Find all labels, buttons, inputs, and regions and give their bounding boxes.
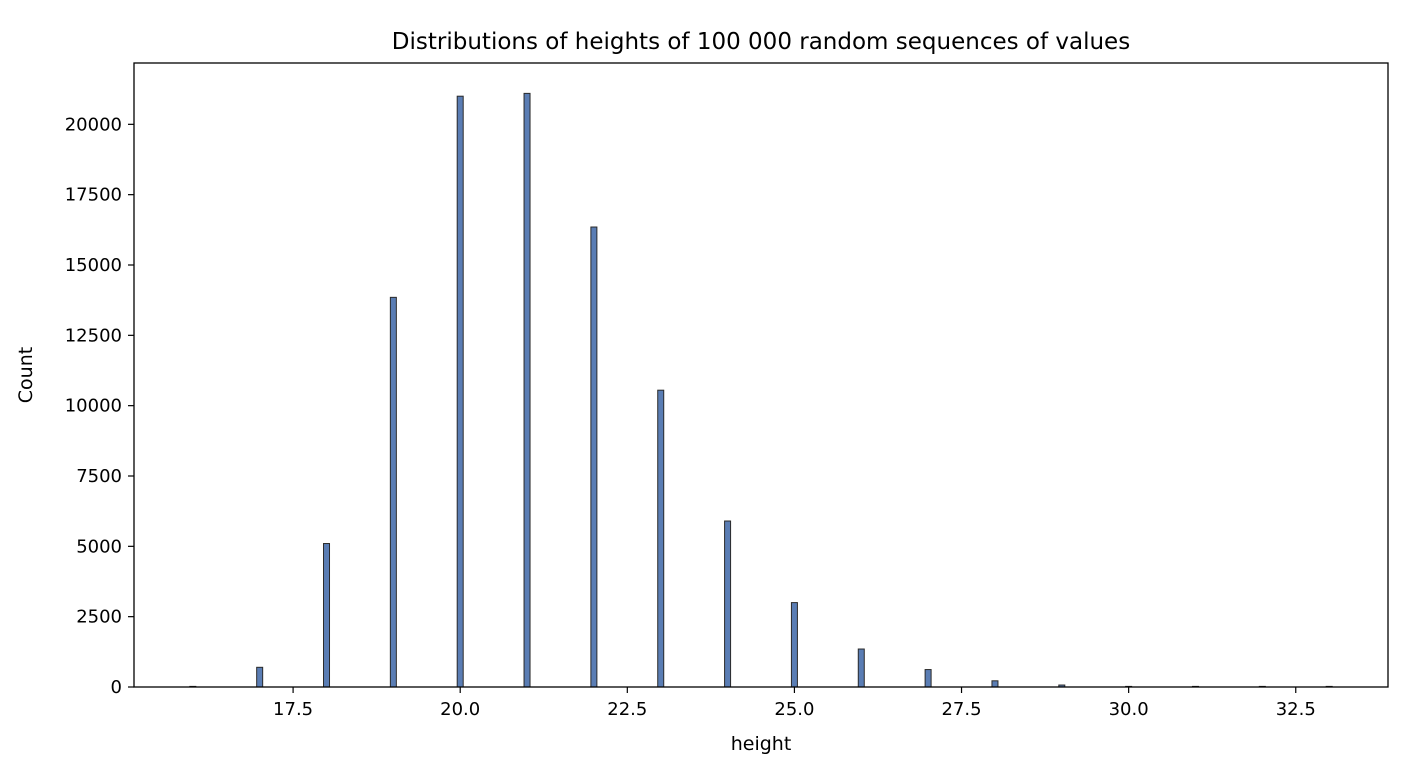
y-tick-label: 17500 bbox=[65, 185, 122, 206]
y-tick-label: 15000 bbox=[65, 255, 122, 276]
histogram-bar bbox=[456, 95, 464, 688]
histogram-bar bbox=[657, 389, 665, 688]
y-tick-label: 2500 bbox=[76, 607, 122, 628]
histogram-bar bbox=[256, 666, 264, 688]
histogram-bar bbox=[724, 520, 732, 688]
x-tick-label: 20.0 bbox=[440, 699, 480, 720]
x-axis-label: height bbox=[731, 733, 792, 755]
y-tick-label: 10000 bbox=[65, 396, 122, 417]
x-tick-label: 30.0 bbox=[1109, 699, 1149, 720]
bars-layer bbox=[189, 92, 1333, 688]
x-tick-label: 17.5 bbox=[273, 699, 313, 720]
histogram-bar bbox=[857, 648, 865, 688]
x-tick-label: 22.5 bbox=[607, 699, 647, 720]
x-tick-label: 25.0 bbox=[774, 699, 814, 720]
y-axis-label: Count bbox=[15, 347, 37, 403]
y-tick-label: 0 bbox=[111, 677, 122, 698]
histogram-bar bbox=[389, 296, 397, 688]
histogram-bar bbox=[523, 92, 531, 688]
histogram-bar bbox=[924, 669, 932, 688]
y-tick-label: 7500 bbox=[76, 466, 122, 487]
plot-frame bbox=[133, 62, 1389, 688]
histogram-bar bbox=[790, 602, 798, 688]
chart-title: Distributions of heights of 100 000 rand… bbox=[392, 29, 1130, 55]
y-tick-label: 12500 bbox=[65, 325, 122, 346]
histogram-bar bbox=[323, 543, 331, 688]
x-tick-label: 27.5 bbox=[941, 699, 981, 720]
y-tick-label: 5000 bbox=[76, 536, 122, 557]
histogram-bar bbox=[590, 226, 598, 688]
histogram-bar bbox=[991, 680, 999, 688]
y-tick-label: 20000 bbox=[65, 114, 122, 135]
x-tick-label: 32.5 bbox=[1276, 699, 1316, 720]
ticks-layer: 17.5 20.0 22.5 25.0 27.5 30.0 32.5 0 2500 5000 750… bbox=[65, 114, 1316, 720]
